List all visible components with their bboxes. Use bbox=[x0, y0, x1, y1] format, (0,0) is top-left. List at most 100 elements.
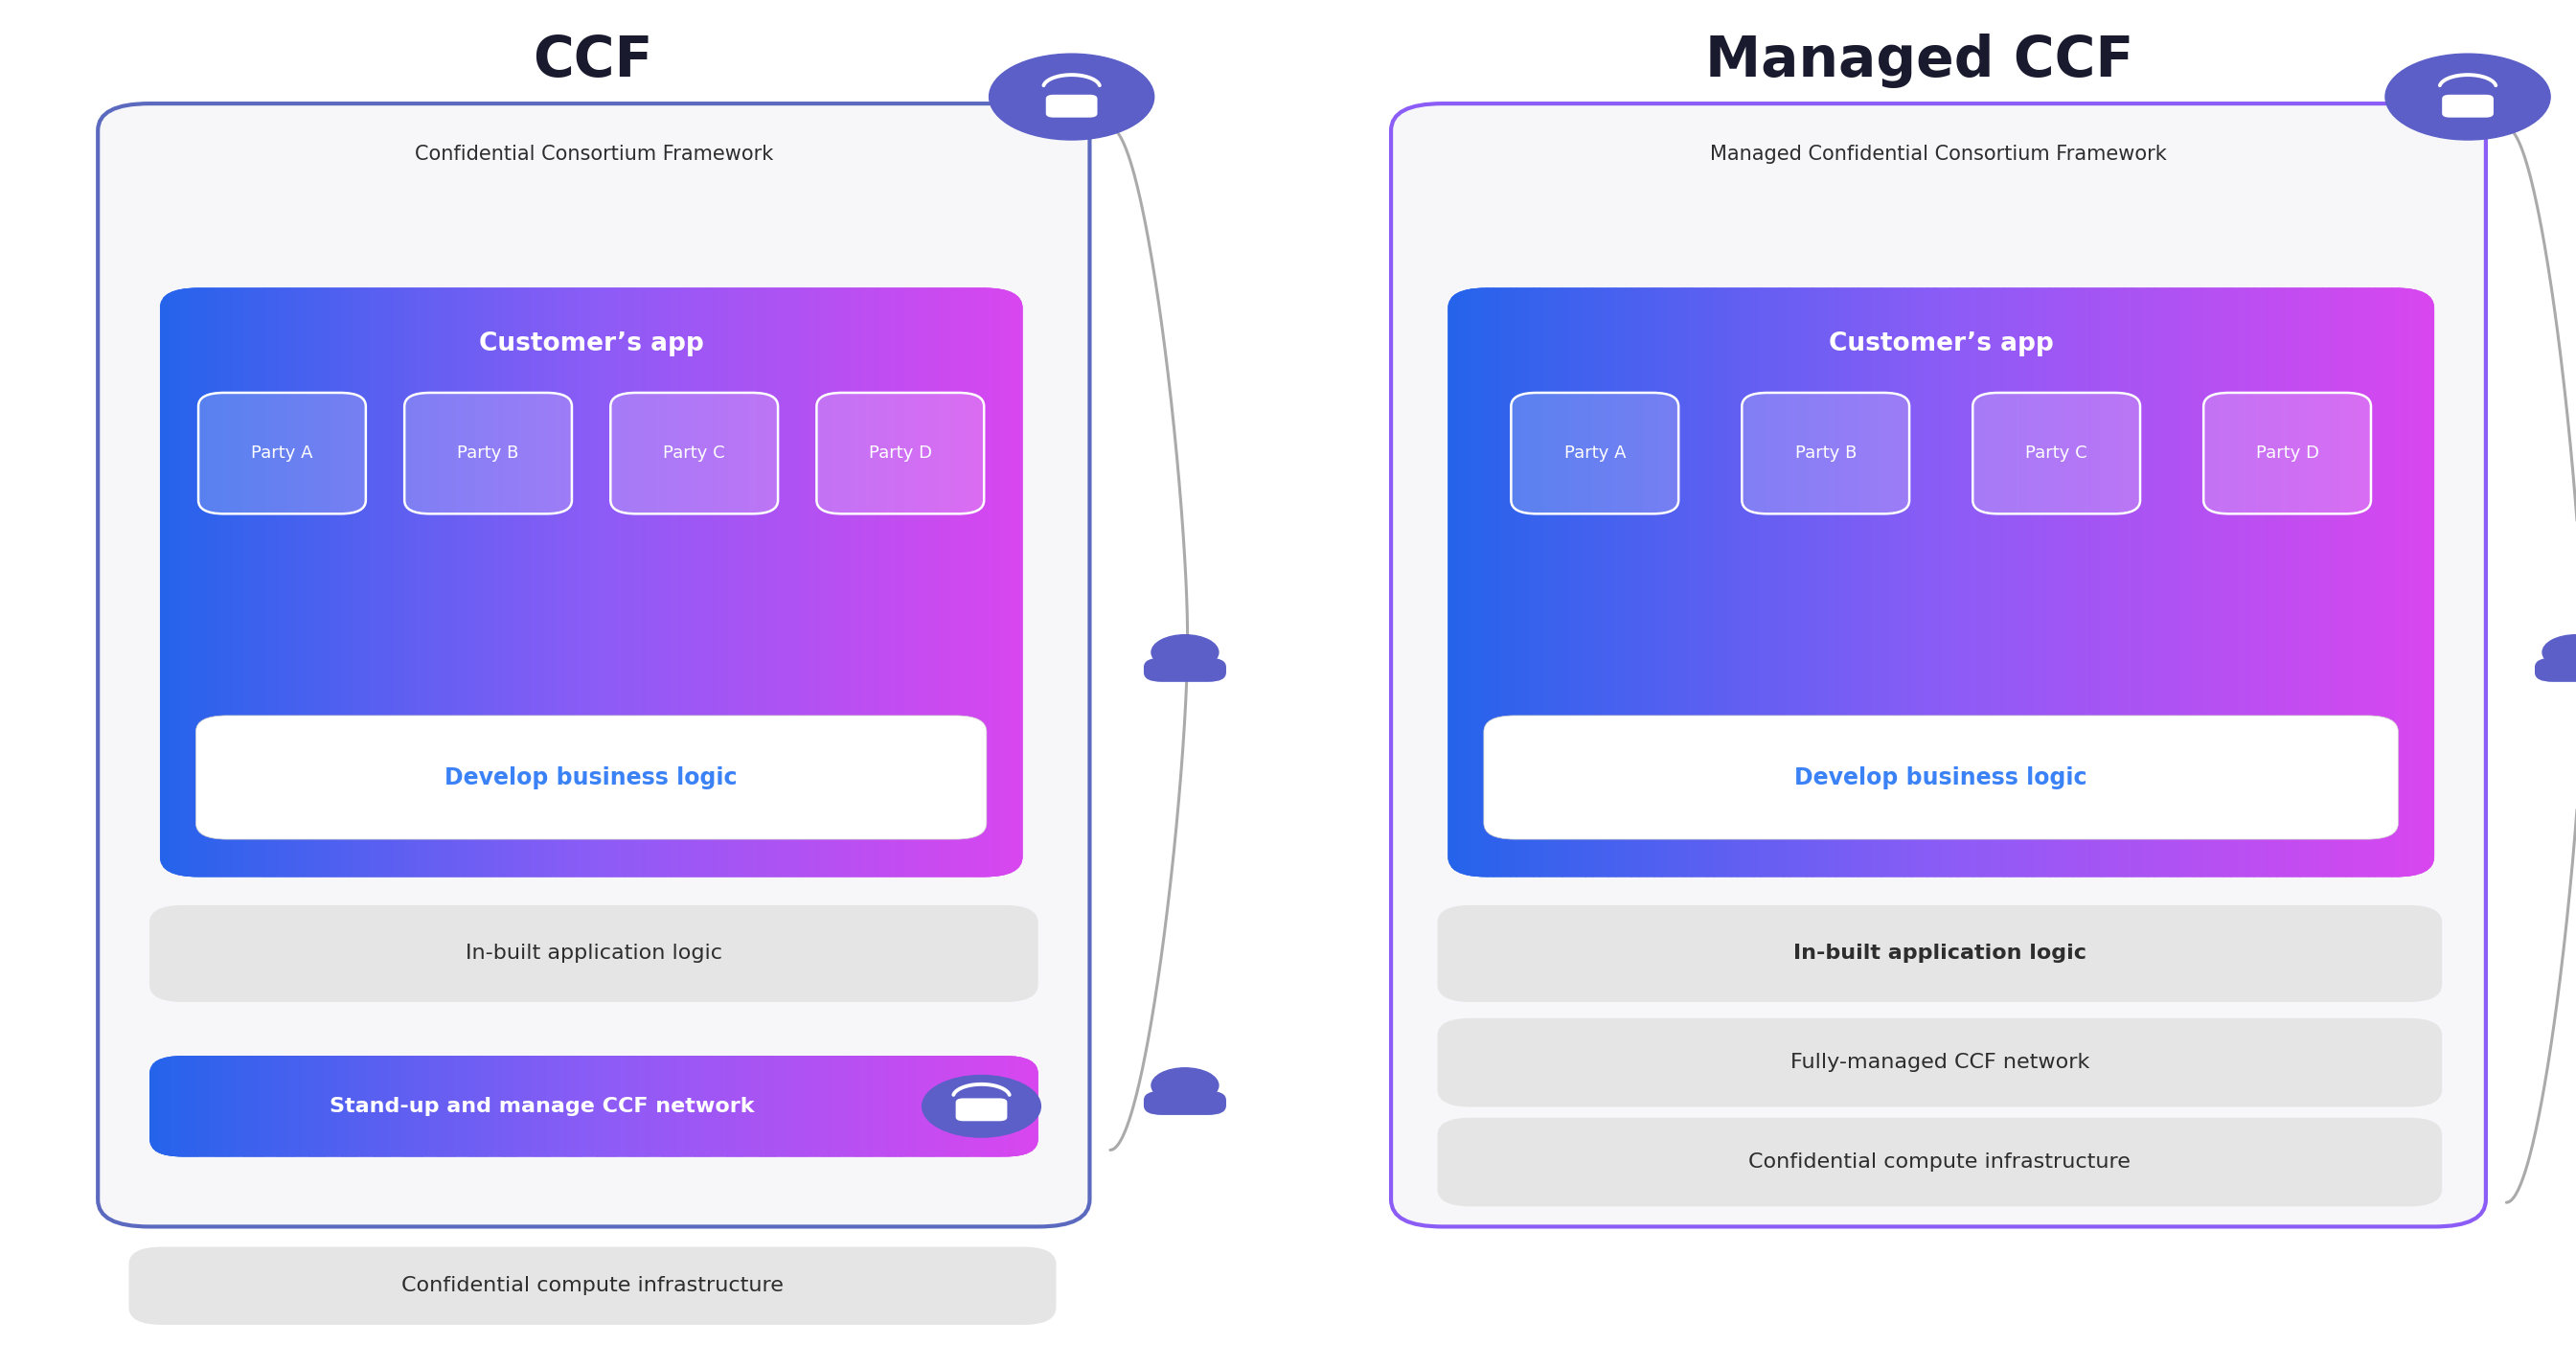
Bar bbox=[1927, 288, 1935, 877]
Bar bbox=[889, 288, 894, 877]
Bar bbox=[1790, 288, 1795, 877]
Bar bbox=[574, 288, 580, 877]
Bar bbox=[410, 288, 415, 877]
Bar bbox=[301, 1056, 307, 1157]
Bar bbox=[526, 288, 531, 877]
Bar bbox=[835, 288, 842, 877]
Bar bbox=[1986, 288, 1994, 877]
Bar bbox=[943, 288, 948, 877]
Bar bbox=[1628, 288, 1633, 877]
Bar bbox=[2383, 288, 2388, 877]
Bar bbox=[1899, 288, 1904, 877]
Bar bbox=[258, 288, 263, 877]
Bar bbox=[1862, 288, 1868, 877]
FancyBboxPatch shape bbox=[160, 288, 1023, 877]
Bar bbox=[484, 288, 489, 877]
Bar bbox=[1610, 288, 1615, 877]
Bar bbox=[1002, 288, 1007, 877]
Bar bbox=[204, 288, 209, 877]
Bar bbox=[2228, 288, 2233, 877]
Text: Party D: Party D bbox=[868, 445, 933, 461]
Bar bbox=[1473, 288, 1479, 877]
Bar bbox=[685, 288, 690, 877]
Bar bbox=[1504, 288, 1510, 877]
Bar bbox=[845, 1056, 850, 1157]
Bar bbox=[585, 1056, 590, 1157]
Bar bbox=[319, 1056, 325, 1157]
Bar bbox=[198, 288, 204, 877]
Bar bbox=[796, 288, 801, 877]
Bar bbox=[1801, 288, 1806, 877]
Bar bbox=[325, 288, 330, 877]
Bar bbox=[1772, 288, 1780, 877]
Bar bbox=[327, 1056, 332, 1157]
Bar bbox=[788, 1056, 796, 1157]
Bar bbox=[649, 1056, 654, 1157]
Bar bbox=[600, 1056, 605, 1157]
Bar bbox=[670, 288, 675, 877]
Circle shape bbox=[1151, 1068, 1218, 1103]
Bar bbox=[2329, 288, 2334, 877]
Bar bbox=[783, 1056, 788, 1157]
Bar bbox=[265, 1056, 270, 1157]
Bar bbox=[992, 1056, 997, 1157]
Bar bbox=[211, 288, 216, 877]
Bar bbox=[407, 288, 412, 877]
Bar bbox=[175, 1056, 180, 1157]
Bar bbox=[969, 288, 974, 877]
Bar bbox=[312, 288, 317, 877]
Bar bbox=[1837, 288, 1842, 877]
Bar bbox=[428, 1056, 433, 1157]
Bar bbox=[943, 1056, 948, 1157]
Bar bbox=[361, 288, 366, 877]
FancyBboxPatch shape bbox=[98, 104, 1090, 1227]
Bar bbox=[1947, 288, 1953, 877]
Bar bbox=[513, 1056, 520, 1157]
Bar bbox=[1662, 288, 1667, 877]
Bar bbox=[2187, 288, 2195, 877]
Bar bbox=[440, 1056, 446, 1157]
Bar bbox=[507, 1056, 513, 1157]
Bar bbox=[487, 288, 492, 877]
Bar bbox=[613, 288, 621, 877]
Bar bbox=[307, 1056, 312, 1157]
Bar bbox=[1968, 288, 1973, 877]
Bar bbox=[438, 288, 443, 877]
Bar bbox=[608, 1056, 613, 1157]
Bar bbox=[2020, 288, 2025, 877]
FancyBboxPatch shape bbox=[1437, 1018, 2442, 1107]
Bar bbox=[2259, 288, 2267, 877]
Bar bbox=[799, 1056, 804, 1157]
Bar bbox=[770, 288, 775, 877]
Bar bbox=[1543, 288, 1548, 877]
Bar bbox=[464, 1056, 469, 1157]
Bar bbox=[1036, 1056, 1041, 1157]
Text: Develop business logic: Develop business logic bbox=[1795, 765, 2087, 790]
Bar bbox=[214, 1056, 219, 1157]
Bar bbox=[1672, 288, 1677, 877]
Bar bbox=[185, 288, 191, 877]
Bar bbox=[984, 1056, 989, 1157]
Bar bbox=[935, 1056, 940, 1157]
Bar bbox=[992, 288, 997, 877]
Bar bbox=[1978, 288, 1984, 877]
Bar bbox=[451, 288, 456, 877]
Text: Develop business logic: Develop business logic bbox=[446, 765, 737, 790]
Bar bbox=[374, 288, 379, 877]
Bar bbox=[322, 1056, 327, 1157]
Bar bbox=[294, 1056, 299, 1157]
Bar bbox=[466, 1056, 471, 1157]
Bar bbox=[876, 288, 881, 877]
Bar bbox=[201, 288, 206, 877]
Bar bbox=[402, 1056, 407, 1157]
Bar bbox=[657, 288, 662, 877]
Bar bbox=[453, 1056, 461, 1157]
Bar bbox=[482, 288, 487, 877]
Bar bbox=[317, 288, 325, 877]
Bar bbox=[1023, 1056, 1028, 1157]
Bar bbox=[1499, 288, 1507, 877]
Bar bbox=[649, 288, 654, 877]
Bar bbox=[1935, 288, 1940, 877]
Bar bbox=[2277, 288, 2282, 877]
Bar bbox=[958, 1056, 963, 1157]
